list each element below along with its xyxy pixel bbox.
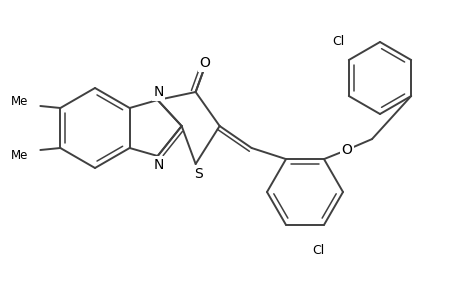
Text: O: O (199, 56, 210, 70)
Text: N: N (153, 158, 163, 172)
Text: N: N (153, 85, 163, 99)
Text: O: O (341, 143, 352, 157)
Text: Cl: Cl (311, 244, 324, 257)
Text: Me: Me (11, 148, 28, 161)
Text: Me: Me (11, 94, 28, 107)
Text: Cl: Cl (332, 34, 344, 47)
Text: S: S (194, 167, 202, 181)
